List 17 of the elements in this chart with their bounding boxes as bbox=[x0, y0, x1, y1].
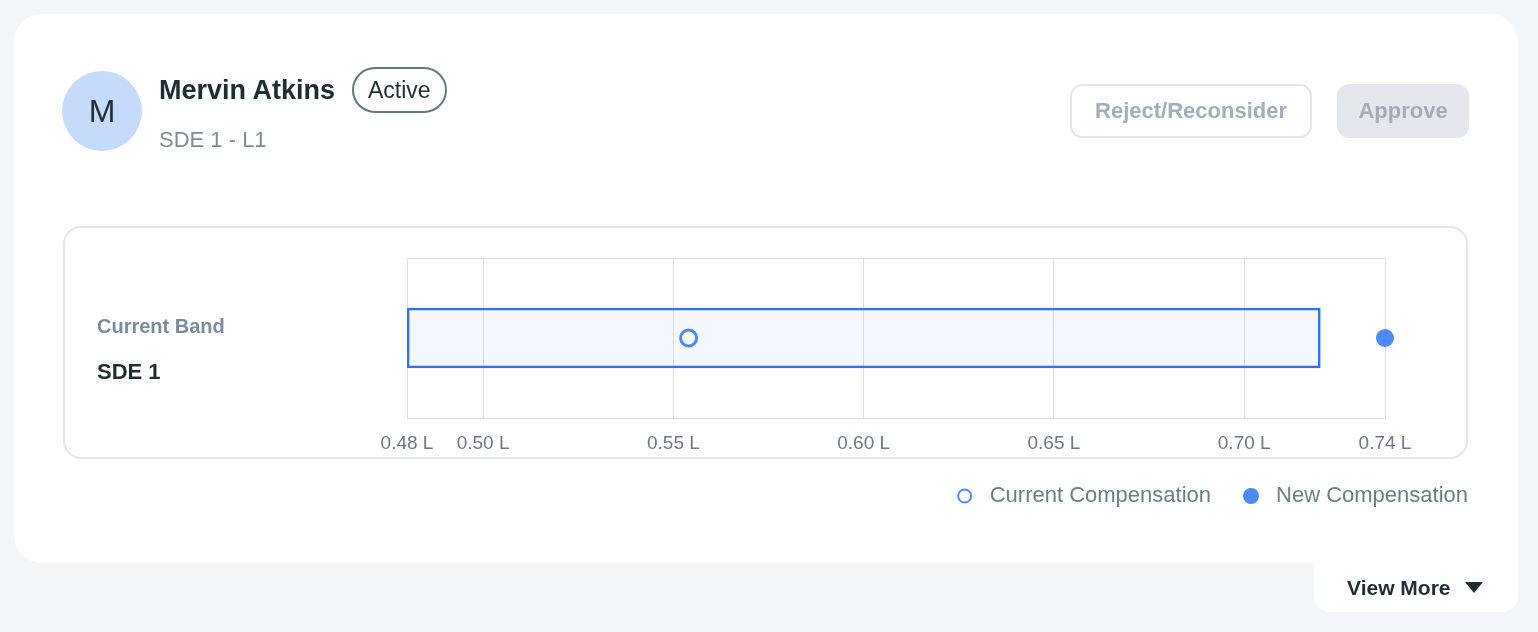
x-tick-label: 0.48 L bbox=[380, 431, 434, 453]
text: Active bbox=[368, 76, 431, 104]
chart-title: Mervin Atkins bbox=[159, 74, 336, 106]
view-more-button[interactable]: View More bbox=[1314, 563, 1518, 612]
x-tick-label: 0.50 L bbox=[456, 431, 510, 453]
text: Current Band bbox=[97, 314, 225, 338]
approve-button[interactable]: Approve bbox=[1337, 84, 1469, 138]
x-tick-label: 0.70 L bbox=[1217, 431, 1271, 453]
text: SDE 1 bbox=[97, 359, 161, 385]
x-tick-label: 0.55 L bbox=[646, 431, 700, 453]
text: SDE 1 - L1 bbox=[159, 126, 267, 154]
legend-label: Current Compensation bbox=[989, 482, 1212, 508]
reject-reconsider-button[interactable]: Reject/Reconsider bbox=[1070, 84, 1312, 138]
x-tick-label: 0.74 L bbox=[1358, 431, 1412, 453]
x-tick-label: 0.65 L bbox=[1027, 431, 1081, 453]
x-tick-label: 0.60 L bbox=[837, 431, 891, 453]
legend-label: New Compensation bbox=[1276, 482, 1468, 508]
